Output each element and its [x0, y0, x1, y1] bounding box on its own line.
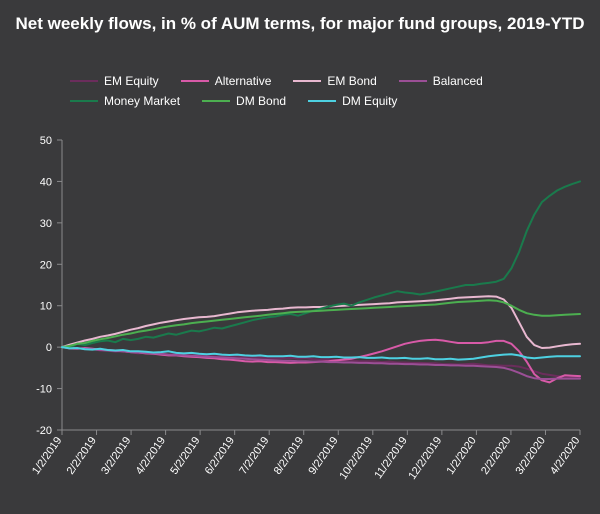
svg-text:6/2/2019: 6/2/2019 — [203, 435, 237, 477]
svg-text:4/2/2020: 4/2/2020 — [548, 435, 582, 477]
svg-text:7/2/2019: 7/2/2019 — [237, 435, 271, 477]
svg-text:0: 0 — [46, 342, 52, 354]
svg-text:3/2/2019: 3/2/2019 — [99, 435, 133, 477]
svg-text:-20: -20 — [36, 425, 52, 437]
svg-text:8/2/2019: 8/2/2019 — [272, 435, 306, 477]
fund-flows-chart: { "chart": { "type": "line", "title": "N… — [0, 0, 600, 514]
svg-text:11/2/2019: 11/2/2019 — [372, 435, 409, 481]
svg-text:30: 30 — [40, 218, 52, 230]
plot-area: -20 -10 0 10 20 30 40 50 1/2/20192/2/20193/2/201… — [0, 0, 600, 514]
svg-text:1/2/2020: 1/2/2020 — [444, 435, 478, 477]
svg-text:-10: -10 — [36, 384, 52, 396]
svg-text:4/2/2019: 4/2/2019 — [134, 435, 168, 477]
svg-text:2/2/2019: 2/2/2019 — [65, 435, 99, 477]
svg-text:20: 20 — [40, 259, 52, 271]
svg-text:10: 10 — [40, 301, 52, 313]
svg-text:1/2/2019: 1/2/2019 — [30, 435, 64, 477]
svg-text:3/2/2020: 3/2/2020 — [514, 435, 548, 477]
svg-text:9/2/2019: 9/2/2019 — [306, 435, 340, 477]
svg-text:12/2/2019: 12/2/2019 — [406, 435, 444, 482]
svg-text:5/2/2019: 5/2/2019 — [168, 435, 202, 477]
svg-text:2/2/2020: 2/2/2020 — [479, 435, 513, 477]
svg-text:40: 40 — [40, 176, 52, 188]
svg-text:10/2/2019: 10/2/2019 — [337, 435, 375, 482]
svg-text:50: 50 — [40, 135, 52, 147]
